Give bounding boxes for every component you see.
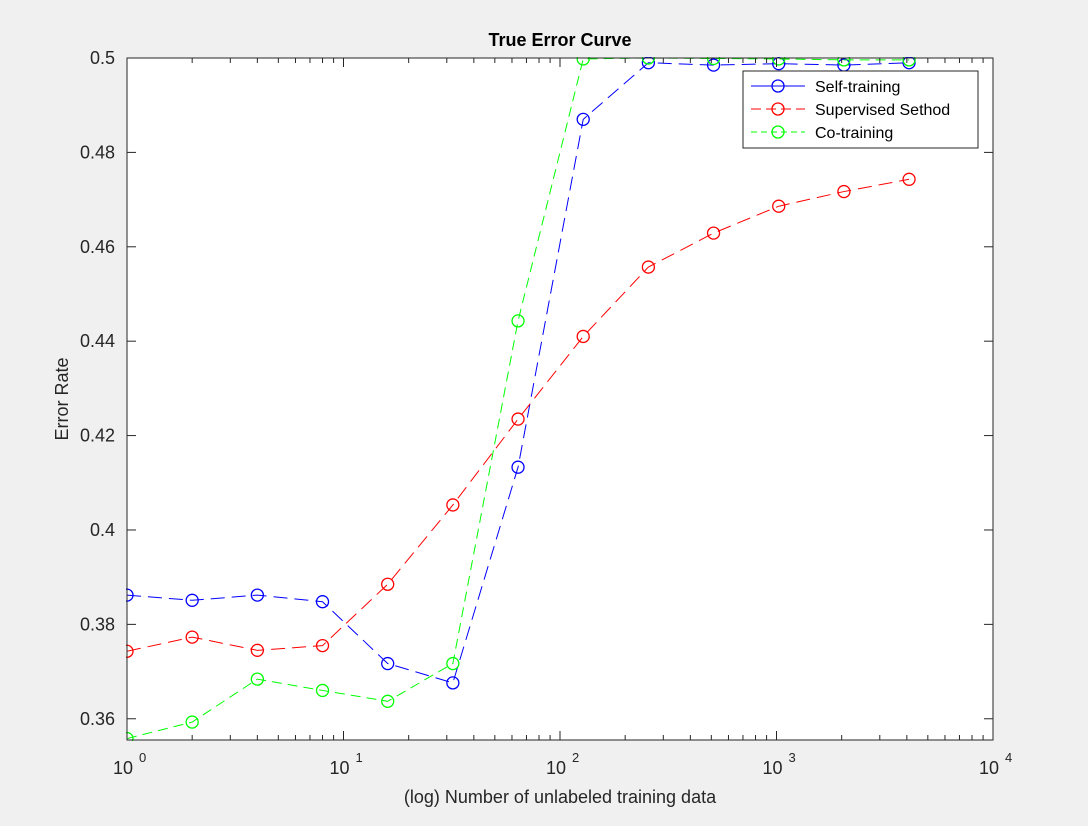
legend-marker-self-training [771, 79, 785, 93]
y-tick-label: 0.44 [80, 331, 115, 351]
x-tick-label: 10 [329, 758, 349, 778]
x-tick-label: 10 [113, 758, 133, 778]
data-point-supervised-sethod [381, 577, 395, 591]
y-tick-label: 0.42 [80, 426, 115, 446]
data-point-supervised-sethod [902, 172, 916, 186]
y-tick-label: 0.38 [80, 614, 115, 634]
data-point-co-training [902, 57, 916, 67]
data-point-co-training [511, 314, 525, 328]
data-point-supervised-sethod [446, 498, 460, 512]
data-point-supervised-sethod [576, 329, 590, 344]
y-tick-label: 0.36 [80, 709, 115, 729]
data-point-co-training [381, 694, 395, 708]
x-tick-exponent: 2 [572, 750, 579, 765]
series-line-supervised-sethod [126, 178, 910, 652]
y-tick-label: 0.46 [80, 237, 115, 257]
data-point-supervised-sethod [837, 184, 851, 199]
data-point-self-training [185, 593, 199, 607]
data-point-self-training [446, 676, 460, 690]
legend: Self-training Supervised Sethod Co-trainin… [742, 70, 979, 149]
series-line-self-training [126, 62, 910, 684]
y-axis-label: Error Rate [52, 357, 72, 440]
data-point-self-training [381, 656, 395, 671]
data-point-self-training [706, 58, 721, 72]
data-point-co-training [250, 672, 265, 686]
x-tick-label: 10 [979, 758, 999, 778]
legend-label-co-training: Co-training [815, 125, 893, 142]
plot-area [127, 58, 993, 740]
series-supervised-sethod [126, 172, 916, 658]
legend-label-supervised-sethod: Supervised Sethod [815, 102, 950, 119]
series-layer [126, 57, 916, 741]
y-tick-label: 0.48 [80, 142, 115, 162]
data-point-co-training [576, 57, 590, 66]
data-point-co-training [185, 715, 199, 729]
data-point-supervised-sethod [511, 412, 525, 426]
x-tick-label: 10 [762, 758, 782, 778]
data-point-co-training [837, 57, 851, 67]
chart-title: True Error Curve [488, 30, 631, 50]
data-point-self-training [511, 460, 525, 474]
legend-marker-supervised-sethod [771, 102, 785, 116]
series-line-co-training [126, 57, 910, 740]
y-tick-label: 0.4 [90, 520, 115, 540]
x-tick-label: 10 [546, 758, 566, 778]
x-tick-exponent: 1 [356, 750, 363, 765]
legend-marker-co-training [771, 125, 785, 139]
data-point-self-training [250, 588, 265, 602]
axes-layer: 0.360.380.40.420.440.460.480.51001011021… [80, 48, 1012, 778]
x-tick-exponent: 4 [1005, 750, 1012, 765]
data-point-co-training [315, 683, 330, 698]
data-point-self-training [576, 112, 590, 127]
x-axis-label: (log) Number of unlabeled training data [404, 787, 717, 807]
data-point-co-training [446, 656, 460, 671]
data-point-supervised-sethod [772, 199, 786, 213]
data-point-co-training [772, 57, 786, 66]
data-point-supervised-sethod [250, 643, 265, 657]
data-point-self-training [641, 57, 656, 70]
y-tick-label: 0.5 [90, 48, 115, 68]
legend-label-self-training: Self-training [815, 79, 900, 96]
x-tick-exponent: 3 [789, 750, 796, 765]
data-point-supervised-sethod [641, 260, 656, 274]
x-tick-exponent: 0 [139, 750, 146, 765]
data-point-supervised-sethod [315, 638, 330, 653]
data-point-supervised-sethod [706, 226, 721, 240]
data-point-supervised-sethod [185, 630, 199, 644]
data-point-self-training [315, 595, 330, 609]
